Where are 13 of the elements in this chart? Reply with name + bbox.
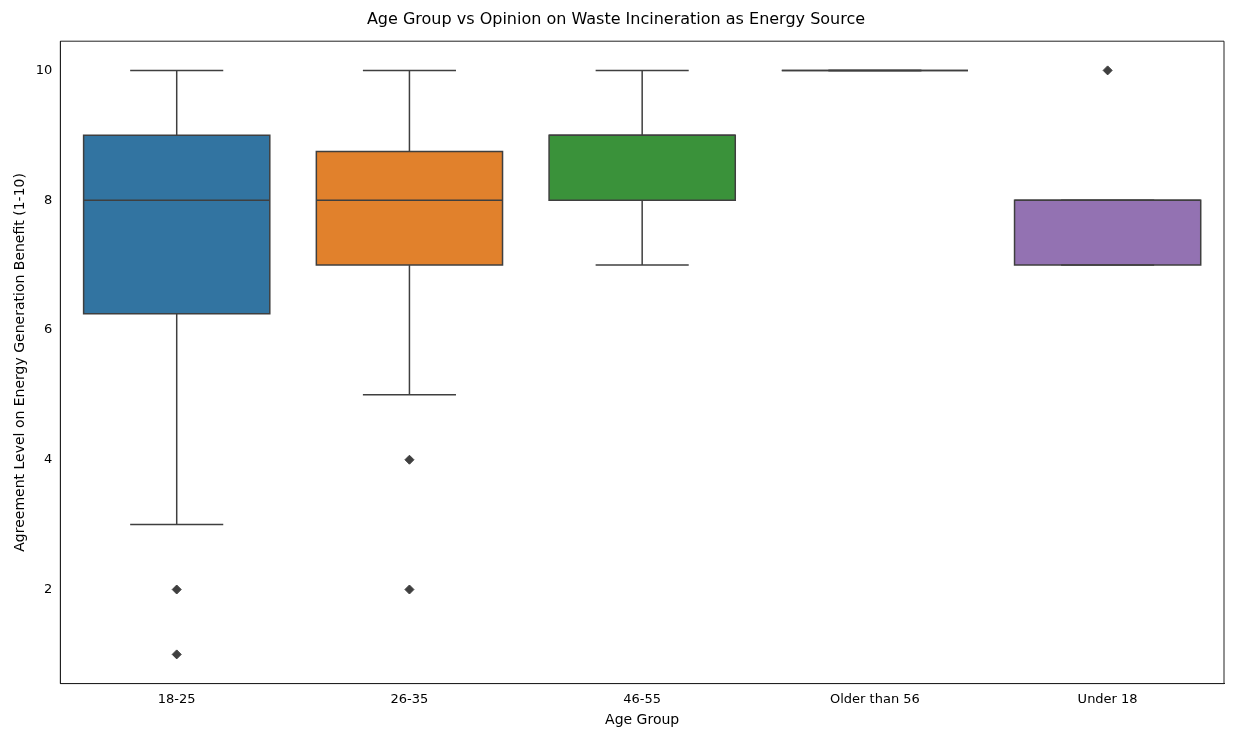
chart-title: Age Group vs Opinion on Waste Incineration as Energy Source bbox=[366, 8, 866, 28]
y-tick-label: 4 bbox=[44, 451, 53, 467]
y-tick-label: 2 bbox=[44, 580, 53, 596]
x-tick-label: Under 18 bbox=[1077, 690, 1138, 706]
x-tick-label: 46-55 bbox=[623, 690, 662, 706]
y-axis-title: Agreement Level on Energy Generation Benefit (1-10) bbox=[11, 173, 28, 552]
y-tick-label: 8 bbox=[44, 191, 53, 207]
y-tick-label: 6 bbox=[44, 321, 53, 337]
y-tick-label: 10 bbox=[35, 61, 53, 77]
x-tick-label: Older than 56 bbox=[830, 690, 920, 706]
x-axis-title: Age Group bbox=[605, 711, 680, 728]
x-tick-label: 26-35 bbox=[390, 690, 429, 706]
x-tick-label: 18-25 bbox=[157, 690, 196, 706]
